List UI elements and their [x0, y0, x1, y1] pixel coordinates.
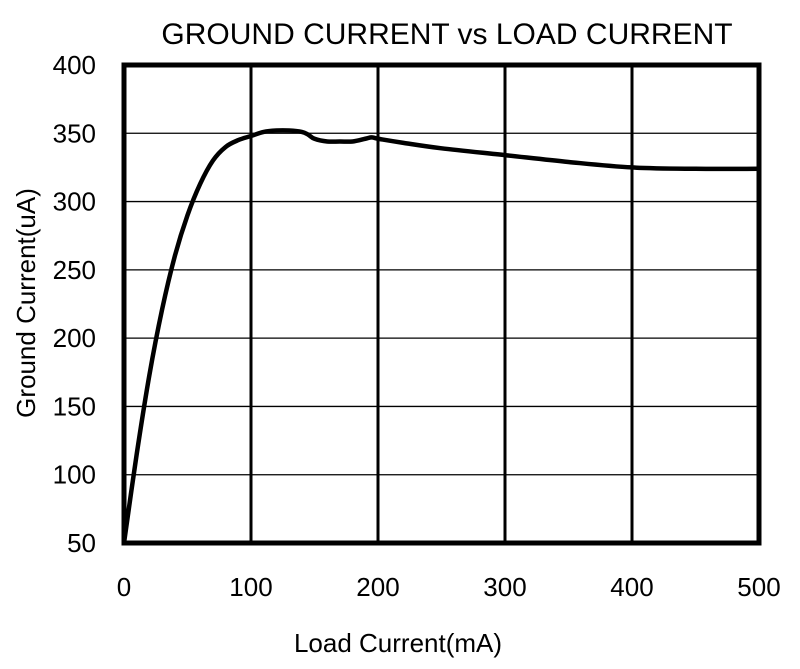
y-axis-label: Ground Current(uA) — [11, 188, 41, 418]
y-tick-label-150: 150 — [53, 391, 96, 421]
y-tick-label-300: 300 — [53, 187, 96, 217]
chart-title: GROUND CURRENT vs LOAD CURRENT — [161, 18, 732, 51]
x-tick-label-400: 400 — [610, 572, 653, 602]
y-tick-label-350: 350 — [53, 118, 96, 148]
y-tick-label-50: 50 — [67, 528, 96, 558]
series-layer — [121, 128, 762, 546]
x-tick-label-100: 100 — [229, 572, 272, 602]
y-tick-label-200: 200 — [53, 323, 96, 353]
x-axis-label: Load Current(mA) — [294, 628, 502, 658]
grid-lines — [124, 65, 759, 543]
y-tick-label-250: 250 — [53, 255, 96, 285]
x-tick-label-500: 500 — [737, 572, 780, 602]
plot-frame — [121, 62, 762, 546]
x-tick-labels: 0 100 200 300 400 500 — [117, 572, 781, 602]
x-tick-label-200: 200 — [356, 572, 399, 602]
y-tick-label-400: 400 — [53, 50, 96, 80]
x-tick-label-0: 0 — [117, 572, 131, 602]
series-line-0 — [121, 128, 762, 546]
y-tick-label-100: 100 — [53, 460, 96, 490]
y-tick-labels: 50 100 150 200 250 300 350 400 — [53, 50, 96, 558]
x-tick-label-300: 300 — [483, 572, 526, 602]
